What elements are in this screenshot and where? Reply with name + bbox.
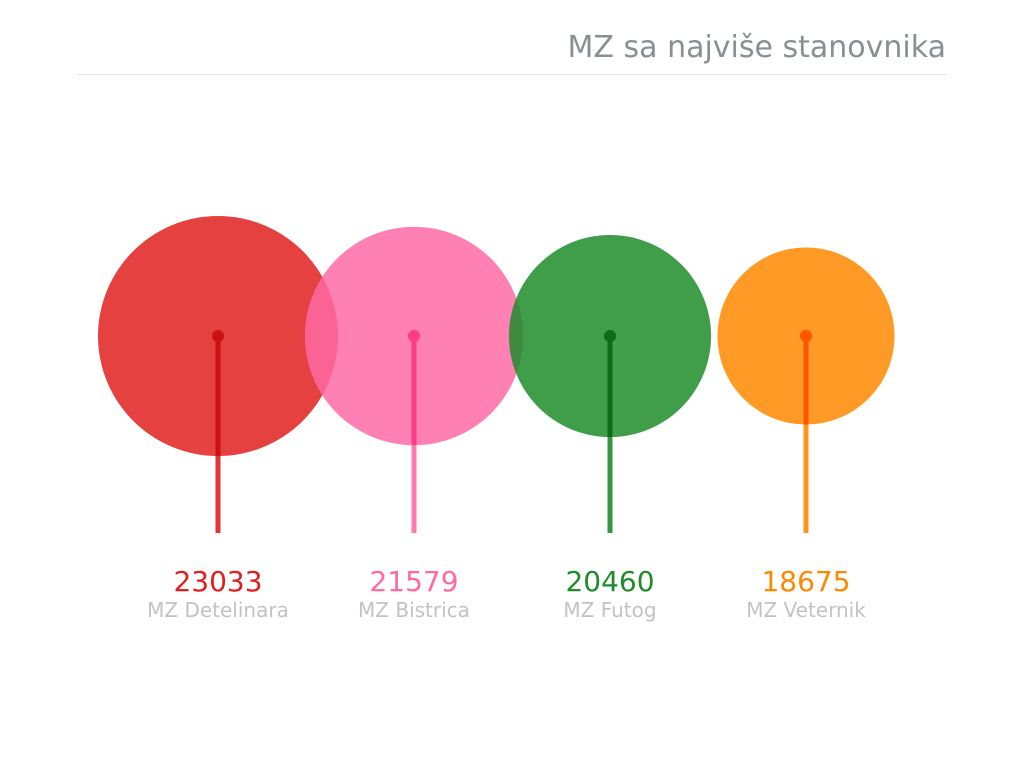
bubble-center-dot	[212, 330, 224, 342]
value-label: 20460	[565, 565, 654, 598]
bubble-center-dot	[800, 330, 812, 342]
title-divider	[77, 74, 947, 75]
category-label: MZ Detelinara	[147, 598, 289, 622]
bubble-center-dot	[604, 330, 616, 342]
category-label: MZ Bistrica	[358, 598, 470, 622]
value-label: 23033	[173, 565, 262, 598]
chart-title: MZ sa najviše stanovnika	[567, 30, 946, 65]
category-label: MZ Veternik	[746, 598, 866, 622]
bubble-center-dot	[408, 330, 420, 342]
value-label: 21579	[369, 565, 458, 598]
value-label: 18675	[761, 565, 850, 598]
dots-layer	[212, 330, 812, 456]
category-label: MZ Futog	[563, 598, 656, 622]
